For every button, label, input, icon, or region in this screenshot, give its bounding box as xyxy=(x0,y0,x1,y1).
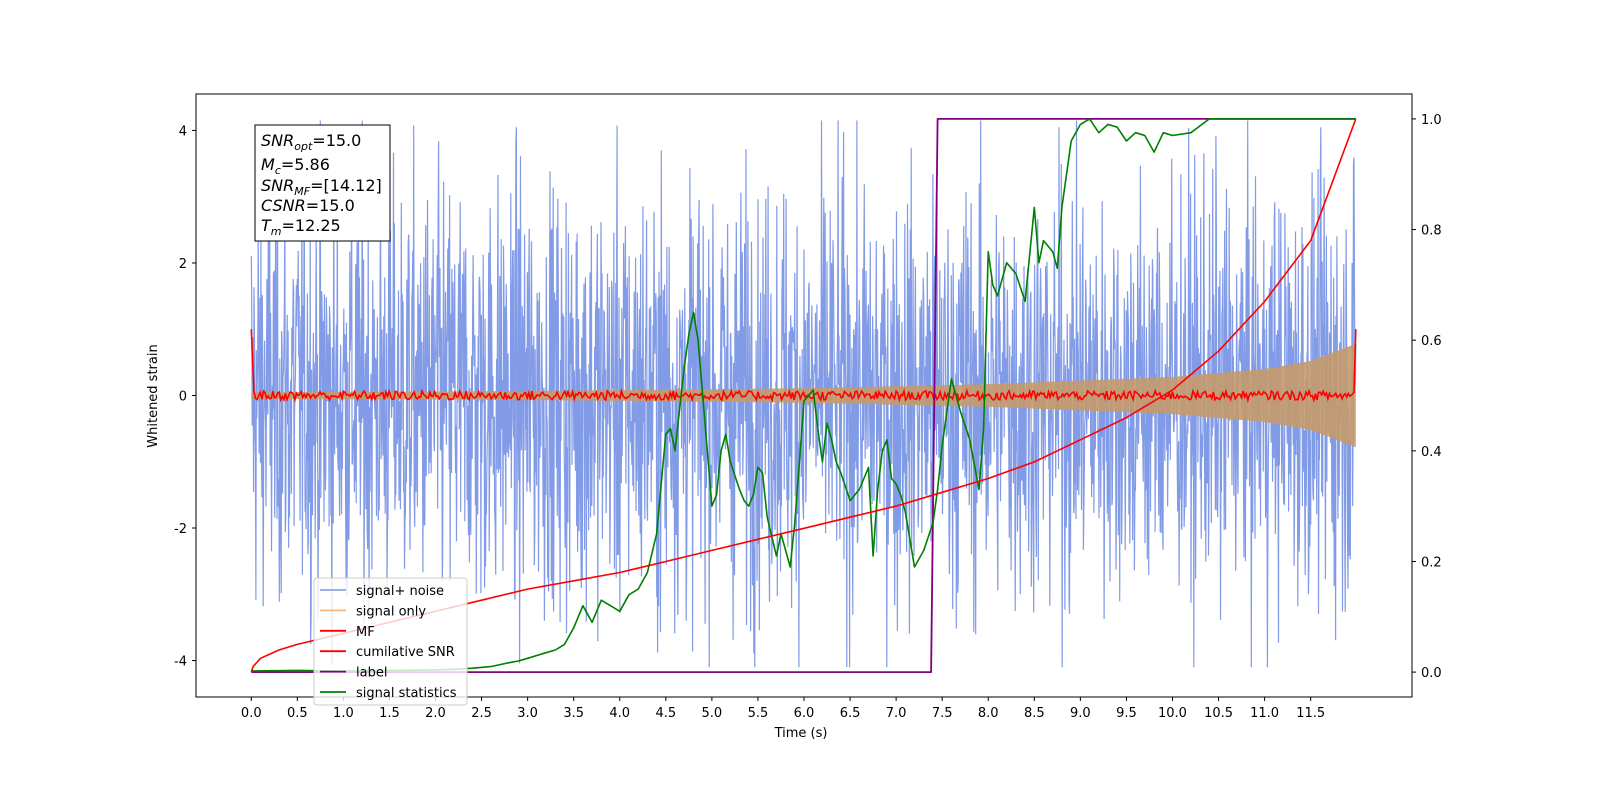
ticks-layer: 0.0 0.5 1.0 1.5 2.0 2.5 3.0 3.5 4.0 4.5 5.0 5.5 6.0 6… xyxy=(174,113,1442,721)
x-tick-label: 3.5 xyxy=(563,706,584,721)
x-tick-label: 1.0 xyxy=(333,706,354,721)
x-tick-label: 4.0 xyxy=(609,706,630,721)
annotation-snr-mf: SNRMF=[14.12] xyxy=(261,176,382,198)
series-layer xyxy=(250,118,1357,673)
y-axis-label: Whitened strain xyxy=(146,344,161,447)
x-tick-label: 7.5 xyxy=(932,706,953,721)
x-tick-label: 3.0 xyxy=(517,706,538,721)
legend-label: signal+ noise xyxy=(356,584,444,599)
y-right-tick-label: 0.4 xyxy=(1421,445,1442,460)
series-mf xyxy=(250,329,1357,404)
y-right-tick-label: 0.0 xyxy=(1421,666,1442,681)
y-tick-label: 2 xyxy=(179,257,187,272)
annotation-csnr: CSNR=15.0 xyxy=(261,196,355,215)
x-axis-label: Time (s) xyxy=(774,726,828,741)
x-tick-label: 7.0 xyxy=(886,706,907,721)
x-tick-label: 8.0 xyxy=(978,706,999,721)
legend-items: signal+ noise signal only MF cumilative SNR… xyxy=(320,584,457,701)
y-right-tick-label: 0.8 xyxy=(1421,224,1442,239)
x-tick-label: 11.5 xyxy=(1296,706,1325,721)
annotation-mc: Mc=5.86 xyxy=(261,155,330,177)
x-tick-label: 11.0 xyxy=(1250,706,1279,721)
y-right-tick-label: 0.2 xyxy=(1421,555,1442,570)
legend: signal+ noise signal only MF cumilative SNR… xyxy=(313,577,468,706)
x-tick-label: 4.5 xyxy=(655,706,676,721)
x-tick-label: 9.0 xyxy=(1070,706,1091,721)
x-tick-label: 0.0 xyxy=(241,706,262,721)
x-tick-label: 2.5 xyxy=(471,706,492,721)
legend-frame xyxy=(313,577,468,706)
x-tick-label: 1.5 xyxy=(379,706,400,721)
annotation-tm: Tm=12.25 xyxy=(261,216,341,238)
legend-label: signal only xyxy=(356,604,426,619)
y-tick-label: 4 xyxy=(179,124,187,139)
y-tick-label: 0 xyxy=(179,390,187,405)
y-tick-label: -4 xyxy=(174,655,187,670)
y-right-tick-label: 1.0 xyxy=(1421,113,1442,128)
x-tick-label: 8.5 xyxy=(1024,706,1045,721)
y-right-tick-label: 0.6 xyxy=(1421,334,1442,349)
x-tick-label: 6.5 xyxy=(840,706,861,721)
x-tick-label: 5.0 xyxy=(702,706,723,721)
x-tick-label: 10.5 xyxy=(1204,706,1233,721)
x-tick-label: 5.5 xyxy=(748,706,769,721)
series-signal-only xyxy=(251,343,1356,448)
annotation-frame xyxy=(254,124,391,242)
x-tick-label: 9.5 xyxy=(1116,706,1137,721)
y-tick-label: -2 xyxy=(174,522,187,537)
x-tick-label: 10.0 xyxy=(1158,706,1187,721)
legend-label: signal statistics xyxy=(356,686,457,701)
legend-label: cumilative SNR xyxy=(356,645,455,660)
x-tick-label: 6.0 xyxy=(794,706,815,721)
x-tick-label: 2.0 xyxy=(425,706,446,721)
series-signal-noise xyxy=(250,120,1357,668)
annotation-snr-opt: SNRopt=15.0 xyxy=(261,131,361,153)
x-tick-label: 0.5 xyxy=(287,706,308,721)
series-label xyxy=(251,118,1356,673)
annotation-box: SNRopt=15.0 Mc=5.86 SNRMF=[14.12] CSNR=1… xyxy=(254,124,391,242)
legend-label: label xyxy=(356,666,387,681)
legend-label: MF xyxy=(356,625,375,640)
series-signal-statistics xyxy=(251,118,1356,672)
